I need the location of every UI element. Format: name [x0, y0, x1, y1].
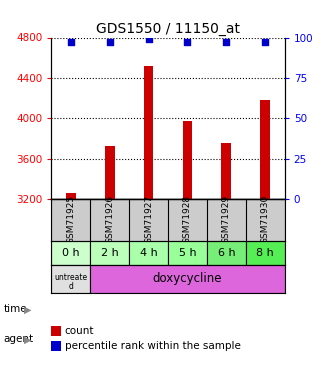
Text: 2 h: 2 h [101, 248, 118, 258]
Text: doxycycline: doxycycline [153, 272, 222, 285]
Text: untreate: untreate [54, 273, 87, 282]
Text: ▶: ▶ [24, 334, 31, 344]
Title: GDS1550 / 11150_at: GDS1550 / 11150_at [96, 22, 240, 36]
Text: GSM71928: GSM71928 [183, 195, 192, 244]
Text: percentile rank within the sample: percentile rank within the sample [65, 341, 240, 351]
Bar [90, 265, 285, 292]
Text: GSM71925: GSM71925 [66, 195, 75, 244]
Text: 6 h: 6 h [217, 248, 235, 258]
Point [185, 39, 190, 45]
Point [146, 36, 151, 42]
Text: agent: agent [3, 334, 33, 344]
Point [262, 39, 268, 45]
Point [107, 39, 112, 45]
Text: 4 h: 4 h [140, 248, 158, 258]
Text: d: d [68, 282, 73, 291]
Text: GSM71927: GSM71927 [144, 195, 153, 244]
Bar [207, 241, 246, 265]
Bar [144, 66, 153, 199]
Point [224, 39, 229, 45]
Bar [105, 147, 115, 199]
Text: GSM71929: GSM71929 [222, 195, 231, 244]
Text: 8 h: 8 h [256, 248, 274, 258]
Bar [51, 241, 90, 265]
Bar [183, 121, 192, 199]
Text: time: time [3, 304, 27, 314]
Bar [168, 241, 207, 265]
Text: ▶: ▶ [24, 304, 31, 314]
Bar [51, 265, 90, 292]
Bar [129, 241, 168, 265]
Bar [260, 100, 270, 199]
Text: 5 h: 5 h [179, 248, 196, 258]
Bar [246, 241, 285, 265]
Text: GSM71926: GSM71926 [105, 195, 114, 244]
Text: 0 h: 0 h [62, 248, 79, 258]
Bar [66, 193, 75, 199]
Text: GSM71930: GSM71930 [261, 195, 270, 244]
Text: count: count [65, 326, 94, 336]
Bar [90, 241, 129, 265]
Bar [221, 143, 231, 199]
Point [68, 39, 73, 45]
